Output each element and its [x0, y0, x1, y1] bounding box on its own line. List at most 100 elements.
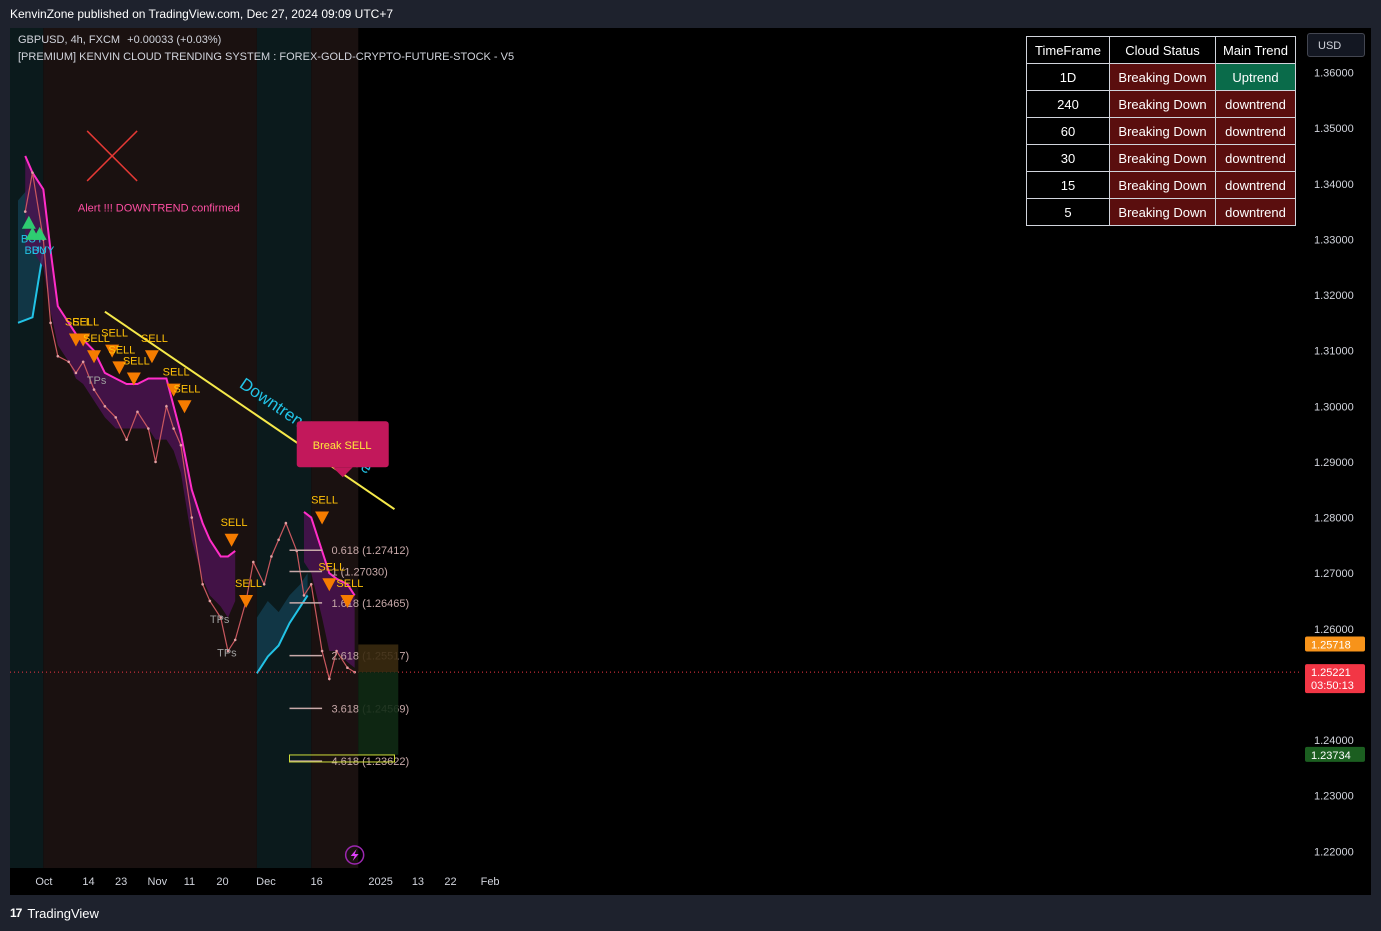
- downtrend-trendline: [104, 310, 396, 511]
- support-cloud-line: [256, 594, 309, 674]
- price-point: [284, 521, 288, 525]
- price-point: [233, 638, 237, 642]
- sell-arrow-icon: [126, 372, 141, 386]
- sell-arrow-icon: [322, 578, 337, 592]
- sell-signal-label: SELL: [221, 517, 248, 529]
- sell-signal-label: SELL: [141, 333, 168, 345]
- timeframe-cell: 15: [1026, 171, 1110, 199]
- sell-arrow-icon: [105, 344, 120, 358]
- sell-signal-label: SELL: [65, 317, 92, 329]
- currency-button[interactable]: USD: [1307, 33, 1365, 57]
- cloud-status-cell: Breaking Down: [1109, 144, 1216, 172]
- table-row: 60 Breaking Down downtrend: [1026, 117, 1296, 145]
- main-trend-cell: downtrend: [1215, 117, 1296, 145]
- sell-signal-label: SELL: [311, 495, 338, 507]
- y-tick-label: 1.31000: [1314, 346, 1354, 358]
- lightning-bolt: [350, 849, 359, 861]
- downtrend-zone-bg: [43, 28, 257, 868]
- price-point: [262, 582, 266, 586]
- sell-signal-label: SELL: [72, 317, 99, 329]
- price-point: [328, 677, 331, 681]
- break-sell-box: [296, 421, 389, 468]
- cloud-status-cell: Breaking Down: [1109, 117, 1216, 145]
- sell-arrow-icon: [112, 361, 127, 375]
- x-tick-label: 2025: [368, 876, 392, 888]
- current-price-label: 1.25221: [1311, 667, 1351, 679]
- sell-signal-label: SELL: [123, 355, 150, 367]
- target-zone-box: [289, 754, 395, 763]
- table-row: 30 Breaking Down downtrend: [1026, 144, 1296, 172]
- x-tick-label: 20: [216, 876, 228, 888]
- x-tick-label: Dec: [256, 876, 276, 888]
- symbol-change: +0.00033 (+0.03%): [127, 34, 222, 46]
- price-chart[interactable]: Downtrend StructureAlert !!! DOWNTREND c…: [10, 28, 1371, 895]
- x-tick-label: 11: [184, 876, 195, 888]
- chart-area[interactable]: Downtrend StructureAlert !!! DOWNTREND c…: [10, 28, 1371, 895]
- x-tick-label: 14: [82, 876, 94, 888]
- price-point: [309, 582, 313, 586]
- main-trend-cell: downtrend: [1215, 144, 1296, 172]
- price-point: [92, 388, 96, 391]
- price-point: [320, 649, 324, 653]
- buy-signal-label: BUY: [24, 245, 47, 257]
- y-tick-label: 1.35000: [1314, 123, 1354, 135]
- x-mark-icon: [86, 130, 138, 182]
- price-point: [31, 171, 34, 174]
- price-point: [67, 360, 70, 364]
- cloud-status-cell: Breaking Down: [1109, 90, 1216, 118]
- tp-label: TPs: [217, 648, 237, 660]
- x-tick-label: Feb: [481, 876, 500, 888]
- x-tick-label: Nov: [148, 876, 168, 888]
- price-line: [24, 172, 355, 682]
- main-trend-cell: downtrend: [1215, 90, 1296, 118]
- resistance-cloud: [25, 155, 236, 618]
- y-tick-label: 1.34000: [1314, 179, 1354, 191]
- sell-arrow-icon: [239, 594, 254, 608]
- y-tick-label: 1.24000: [1314, 735, 1354, 747]
- stop-loss-box: [358, 644, 399, 673]
- fib-level-label: 1 (1.27030): [332, 566, 388, 578]
- symbol-name: GBPUSD, 4h, FXCM: [18, 34, 121, 46]
- footer: 17 TradingView: [10, 903, 99, 923]
- buy-arrow-icon: [21, 215, 36, 229]
- price-point: [81, 360, 85, 364]
- sell-signal-label: SELL: [235, 578, 262, 590]
- sell-arrow-icon: [315, 511, 330, 525]
- lightning-icon: [344, 845, 365, 865]
- y-tick-label: 1.32000: [1314, 290, 1354, 302]
- fib-level-label: 0.618 (1.27412): [332, 545, 410, 557]
- price-point: [23, 210, 27, 213]
- sell-arrow-icon: [87, 350, 102, 364]
- price-point: [346, 666, 349, 670]
- price-point: [49, 321, 52, 325]
- break-sell-pointer: [332, 467, 353, 478]
- tradingview-brand: TradingView: [27, 905, 99, 921]
- price-point: [56, 354, 60, 358]
- sell-arrow-icon: [177, 400, 192, 414]
- x-tick-label: 16: [310, 876, 322, 888]
- sell-signal-label: SELL: [318, 561, 345, 573]
- price-point: [226, 649, 230, 653]
- sell-signal-label: SELL: [108, 344, 135, 356]
- y-tick-label: 1.33000: [1314, 234, 1354, 246]
- timeframe-cell: 5: [1026, 198, 1110, 226]
- buy-arrow-icon: [32, 226, 47, 240]
- col-header-cloud-status: Cloud Status: [1109, 36, 1216, 64]
- main-trend-cell: downtrend: [1215, 171, 1296, 199]
- price-point: [208, 599, 212, 603]
- x-tick-label: 23: [115, 876, 127, 888]
- price-badge-bg: [1305, 636, 1365, 652]
- sell-arrow-icon: [76, 333, 91, 347]
- sell-signal-label: SELL: [163, 367, 190, 379]
- price-point: [103, 404, 107, 408]
- tp-label: TPs: [87, 375, 107, 387]
- price-point: [172, 427, 175, 430]
- symbol-legend: GBPUSD, 4h, FXCM +0.00033 (+0.03%): [18, 34, 221, 46]
- main-trend-cell: Uptrend: [1215, 63, 1296, 91]
- support-cloud: [256, 573, 308, 674]
- sell-arrow-icon: [224, 533, 239, 547]
- timeframe-cell: 30: [1026, 144, 1110, 172]
- col-header-main-trend: Main Trend: [1215, 36, 1296, 64]
- resistance-cloud-line: [303, 511, 356, 596]
- tradingview-logo-icon: 17: [10, 906, 22, 920]
